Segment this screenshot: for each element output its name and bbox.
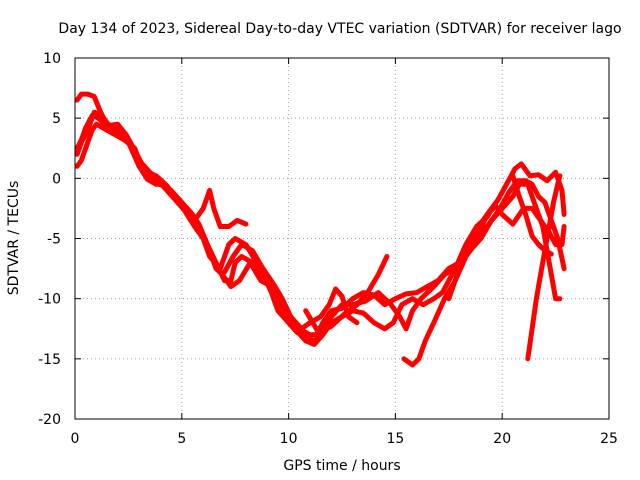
x-tick-labels: 0 5 10 15 20 25 xyxy=(71,431,618,447)
series-layer xyxy=(74,91,567,368)
x-tick-label: 20 xyxy=(493,431,511,447)
series-track-j xyxy=(510,173,554,257)
chart-title: Day 134 of 2023, Sidereal Day-to-day VTE… xyxy=(58,21,621,37)
y-tick-label: -20 xyxy=(38,412,61,428)
tick-marks xyxy=(74,57,610,420)
y-tick-label: -5 xyxy=(47,232,61,248)
y-tick-label: 0 xyxy=(52,171,61,187)
grid-lines xyxy=(75,58,609,419)
series-track-f xyxy=(303,254,390,335)
x-tick-label: 0 xyxy=(71,431,80,447)
y-tick-label: -10 xyxy=(38,292,61,308)
x-tick-label: 5 xyxy=(177,431,186,447)
y-tick-label: 10 xyxy=(43,51,61,67)
series-track-e xyxy=(222,242,360,332)
series-track-c xyxy=(74,109,249,229)
y-tick-label: -15 xyxy=(38,352,61,368)
x-tick-label: 25 xyxy=(600,431,618,447)
x-tick-label: 10 xyxy=(280,431,298,447)
y-tick-label: 5 xyxy=(52,111,61,127)
x-tick-label: 15 xyxy=(386,431,404,447)
x-axis-label: GPS time / hours xyxy=(283,458,400,474)
series-track-g xyxy=(401,178,567,368)
y-axis-label: SDTVAR / TECUs xyxy=(6,181,22,296)
series-track-h xyxy=(446,161,567,302)
y-tick-labels: -20 -15 -10 -5 0 5 10 xyxy=(38,51,61,428)
